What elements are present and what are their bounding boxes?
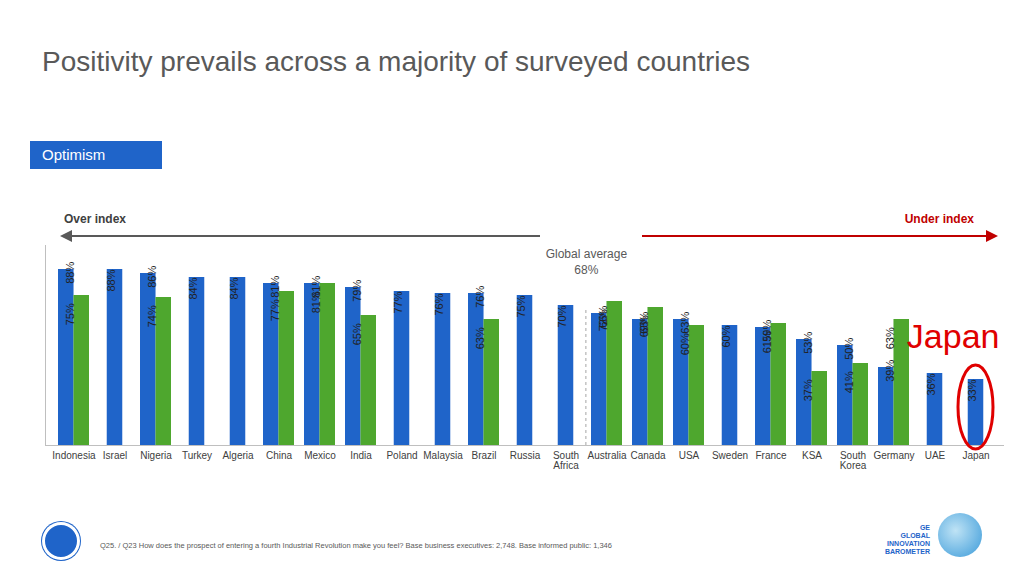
svg-text:76%: 76% (433, 293, 445, 315)
svg-text:77%: 77% (269, 299, 281, 321)
svg-text:61%: 61% (761, 331, 773, 353)
svg-text:86%: 86% (146, 266, 158, 288)
svg-text:75%: 75% (64, 303, 76, 325)
html-text:Optimism: Optimism (42, 146, 106, 163)
svg-text:USA: USA (679, 450, 700, 461)
svg-text:65%: 65% (351, 323, 363, 345)
svg-text:India: India (350, 450, 372, 461)
svg-text:Japan: Japan (907, 317, 1000, 355)
svg-text:Sweden: Sweden (712, 450, 748, 461)
svg-text:63%: 63% (884, 327, 896, 349)
svg-text:74%: 74% (146, 305, 158, 327)
svg-text:France: France (755, 450, 787, 461)
html-text:INNOVATION: INNOVATION (887, 540, 930, 547)
svg-text:Algeria: Algeria (222, 450, 254, 461)
svg-text:79%: 79% (351, 280, 363, 302)
svg-text:SouthAfrica: SouthAfrica (553, 450, 579, 471)
svg-text:68%: 68% (574, 263, 598, 277)
svg-text:88%: 88% (64, 262, 76, 284)
html-text:BAROMETER: BAROMETER (884, 548, 930, 555)
svg-text:84%: 84% (228, 277, 240, 299)
svg-text:72%: 72% (597, 309, 609, 331)
svg-text:KSA: KSA (802, 450, 822, 461)
svg-text:Indonesia: Indonesia (52, 450, 96, 461)
svg-text:59%: 59% (760, 319, 773, 342)
svg-text:Japan: Japan (962, 450, 989, 461)
svg-text:Australia: Australia (588, 450, 627, 461)
svg-text:76%: 76% (474, 286, 486, 308)
svg-text:60%: 60% (679, 333, 691, 355)
svg-text:70%: 70% (556, 305, 568, 327)
svg-text:China: China (266, 450, 293, 461)
svg-text:81%: 81% (269, 276, 281, 298)
svg-text:Russia: Russia (510, 450, 541, 461)
svg-text:60%: 60% (720, 325, 732, 347)
svg-text:75%: 75% (515, 295, 527, 317)
svg-text:63%: 63% (474, 327, 486, 349)
svg-text:81%: 81% (310, 291, 322, 313)
html-text:GE: GE (919, 524, 930, 531)
html-text:Under index: Under index (904, 212, 974, 226)
svg-text:69%: 69% (638, 315, 650, 337)
svg-text:37%: 37% (802, 379, 814, 401)
svg-text:81%: 81% (309, 275, 322, 298)
svg-text:Mexico: Mexico (304, 450, 336, 461)
html-text:GLOBAL: GLOBAL (900, 532, 930, 539)
svg-text:Turkey: Turkey (182, 450, 212, 461)
svg-text:Malaysia: Malaysia (423, 450, 463, 461)
svg-text:Canada: Canada (630, 450, 665, 461)
svg-text:33%: 33% (966, 379, 978, 401)
svg-text:Poland: Poland (386, 450, 417, 461)
svg-text:41%: 41% (843, 371, 855, 393)
svg-text:53%: 53% (802, 332, 814, 354)
html-text:Over index: Over index (64, 212, 126, 226)
svg-text:84%: 84% (187, 277, 199, 299)
svg-text:UAE: UAE (925, 450, 946, 461)
svg-text:77%: 77% (392, 291, 404, 313)
svg-text:Brazil: Brazil (471, 450, 496, 461)
svg-text:39%: 39% (884, 360, 896, 382)
svg-text:Israel: Israel (103, 450, 127, 461)
svg-text:50%: 50% (843, 338, 855, 360)
svg-text:Germany: Germany (873, 450, 914, 461)
html-text:Q25. / Q23 How does the prospe: Q25. / Q23 How does the prospect of ente… (100, 541, 612, 550)
svg-text:SouthKorea: SouthKorea (840, 450, 867, 471)
svg-text:63%: 63% (679, 312, 691, 334)
html-text:Positivity prevails across a m: Positivity prevails across a majority of… (42, 46, 750, 77)
svg-text:36%: 36% (925, 373, 937, 395)
svg-text:Nigeria: Nigeria (140, 450, 172, 461)
svg-text:Global average: Global average (546, 247, 628, 261)
svg-text:88%: 88% (105, 269, 117, 291)
